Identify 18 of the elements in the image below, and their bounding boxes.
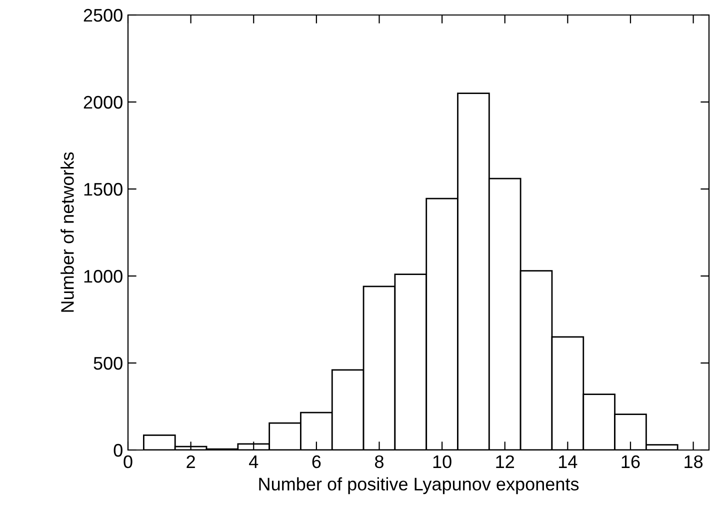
y-tick-label: 0 bbox=[114, 444, 122, 457]
x-axis-title: Number of positive Lyapunov exponents bbox=[259, 477, 579, 494]
y-tick-label: 1500 bbox=[84, 182, 122, 196]
x-tick-label: 16 bbox=[622, 455, 640, 468]
x-tick-label: 18 bbox=[684, 455, 703, 468]
y-axis-title: Number of networks bbox=[60, 152, 74, 312]
y-tick-label: 2000 bbox=[84, 96, 122, 109]
x-tick-label: 12 bbox=[496, 455, 514, 468]
y-tick-label: 2500 bbox=[84, 8, 122, 22]
x-tick-label: 14 bbox=[559, 456, 578, 468]
x-tick-label: 10 bbox=[433, 455, 452, 468]
x-tick-label: 0 bbox=[124, 455, 132, 468]
x-tick-label: 8 bbox=[375, 455, 384, 468]
x-tick-label: 4 bbox=[249, 456, 258, 468]
y-tick-label: 1000 bbox=[84, 270, 122, 283]
y-tick-label: 500 bbox=[94, 356, 122, 370]
x-tick-label: 6 bbox=[312, 455, 321, 468]
x-tick-label: 2 bbox=[186, 455, 195, 468]
